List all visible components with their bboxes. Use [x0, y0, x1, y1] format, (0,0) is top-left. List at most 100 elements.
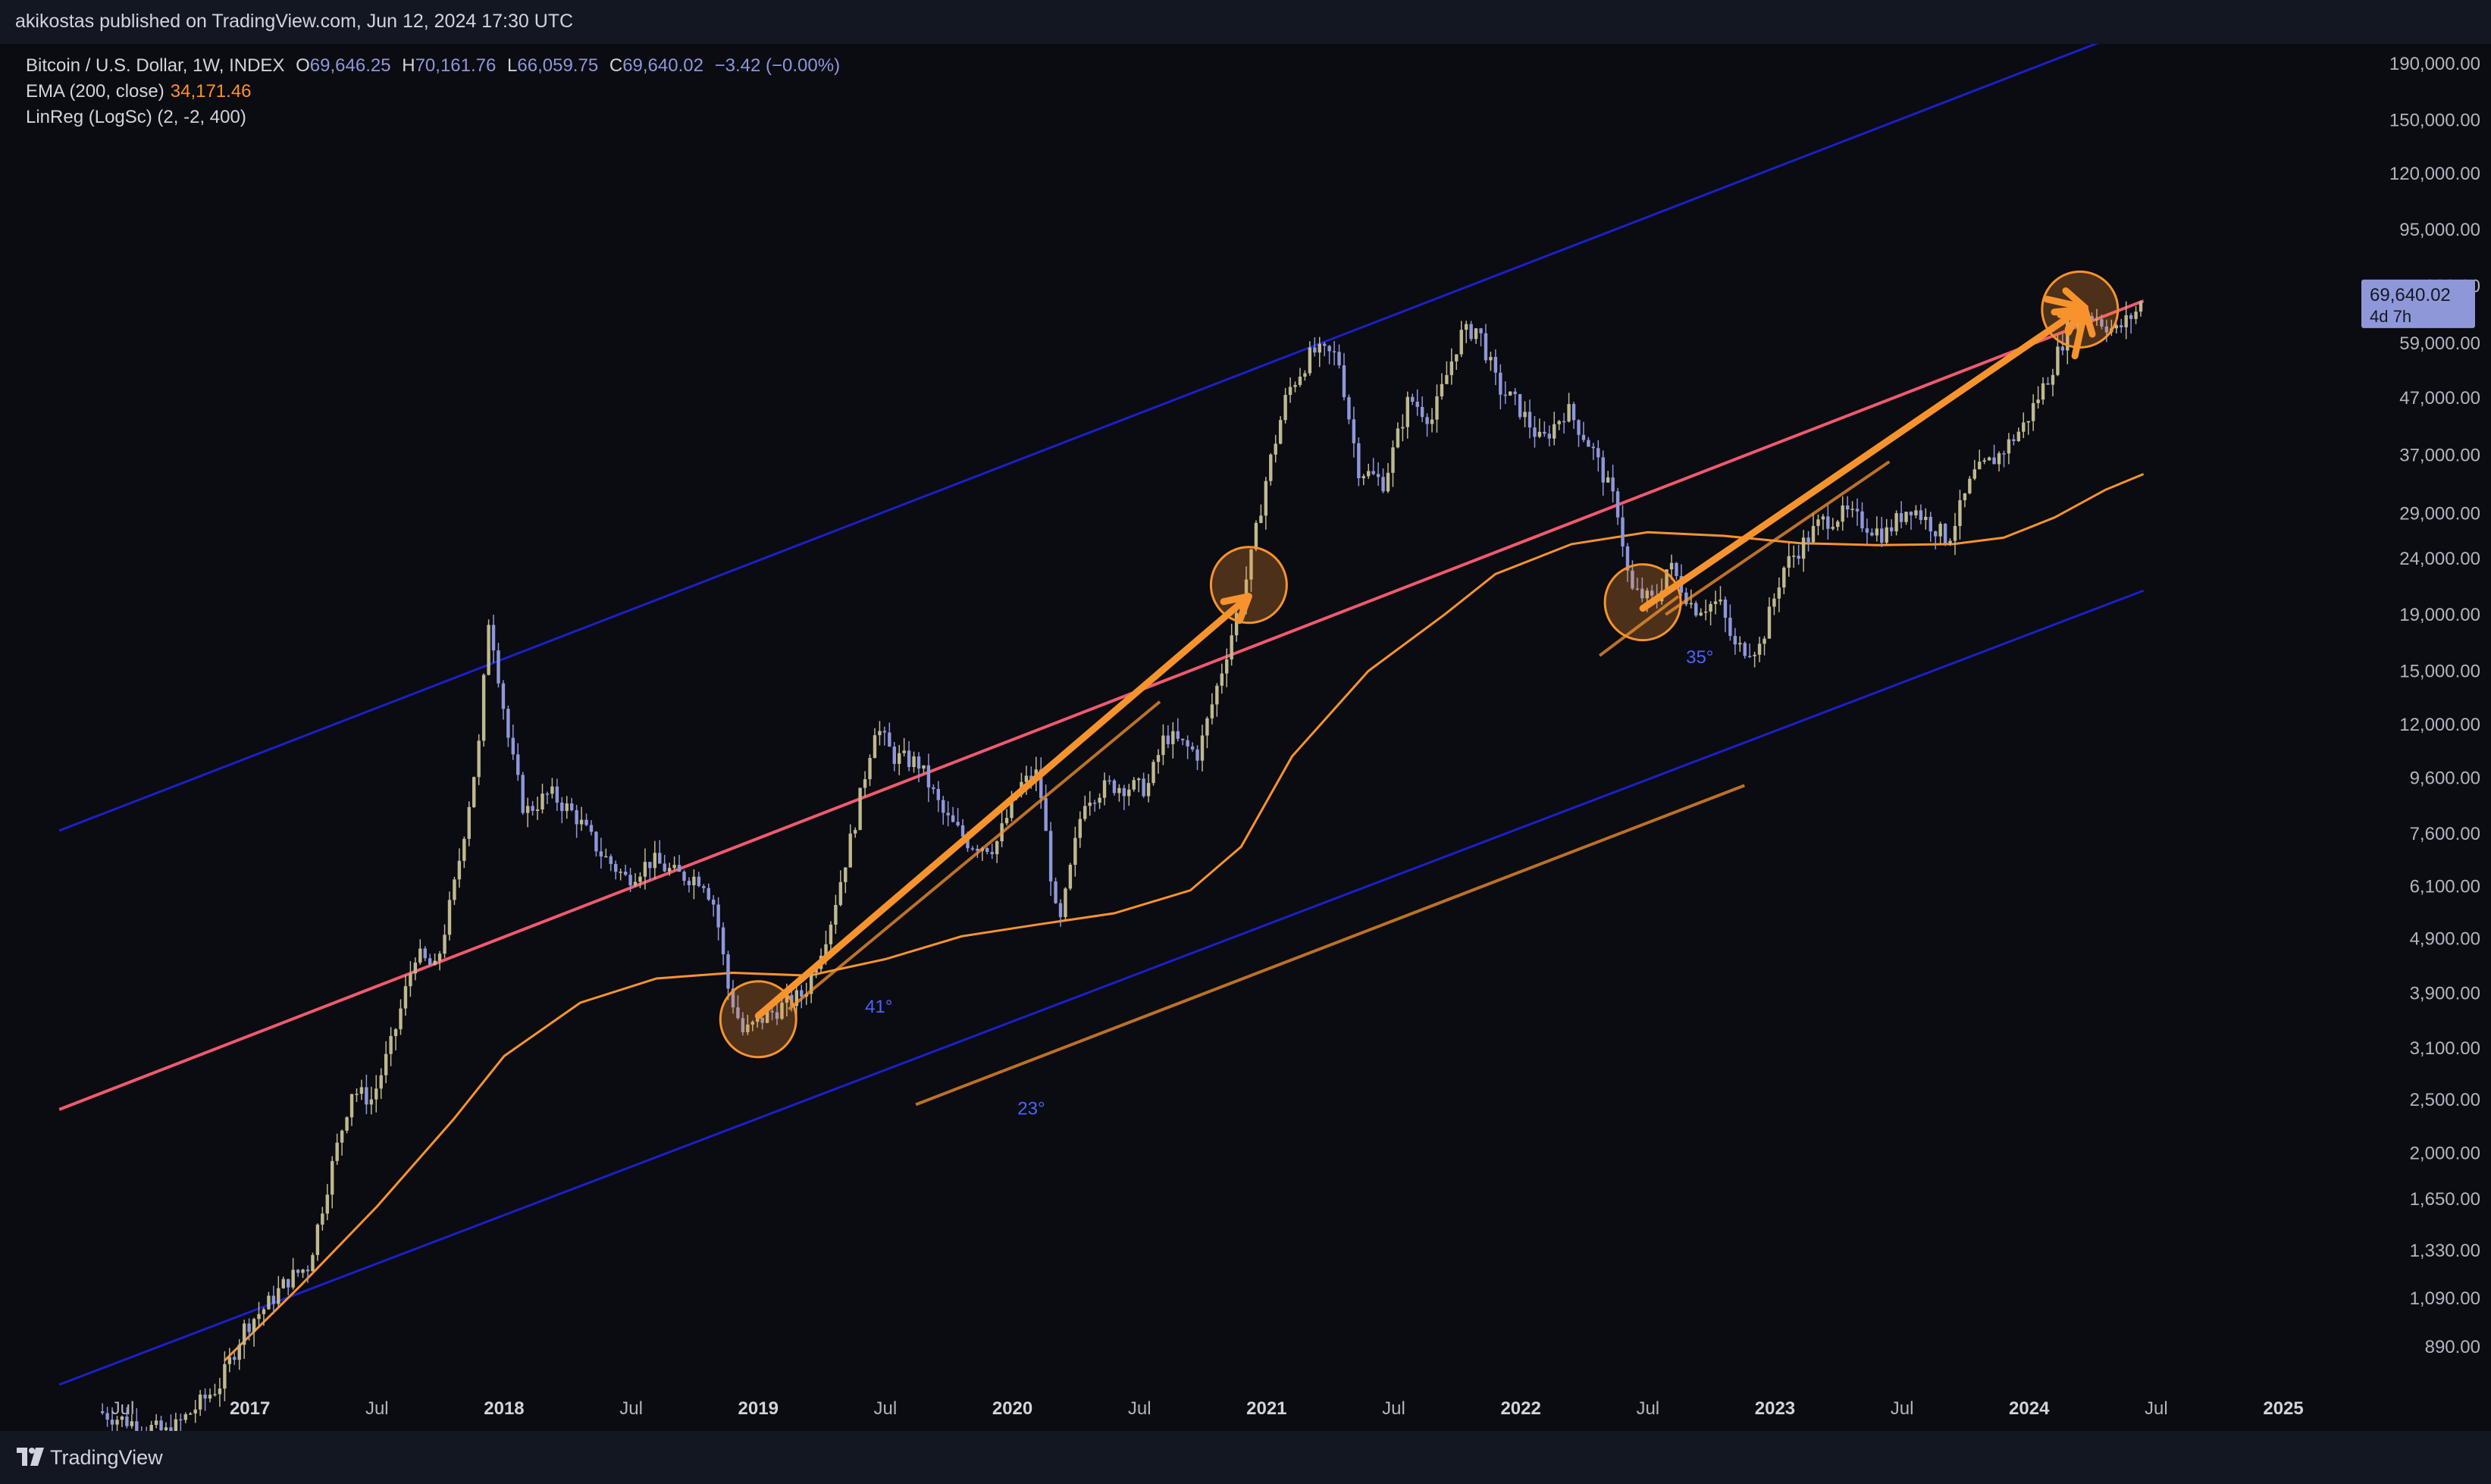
- candle-body: [1665, 569, 1668, 591]
- candle-body: [663, 863, 666, 872]
- high-key: H: [402, 55, 415, 76]
- x-axis-tick-label: Jul: [874, 1398, 898, 1419]
- candle-body: [1391, 447, 1395, 473]
- x-axis-tick-label: Jul: [1382, 1398, 1405, 1419]
- candle-body: [325, 1194, 329, 1214]
- tradingview-brand[interactable]: TradingView: [50, 1446, 163, 1469]
- candle-body: [565, 803, 569, 812]
- candle-body: [1122, 787, 1126, 797]
- open-key: O: [296, 55, 310, 76]
- candle-body: [1342, 365, 1346, 398]
- linreg-row[interactable]: LinReg (LogSc) (2, -2, 400): [26, 105, 840, 130]
- candle-body: [1509, 391, 1512, 396]
- candle-body: [579, 819, 584, 825]
- candle-body: [1361, 476, 1365, 478]
- x-axis-tick-label: 2019: [738, 1398, 779, 1419]
- candle-body: [1982, 460, 1986, 462]
- candle-body: [1200, 735, 1205, 761]
- candle-body: [844, 867, 848, 882]
- candle-body: [643, 862, 647, 877]
- candle-body: [545, 794, 550, 795]
- candle-body: [1841, 505, 1844, 522]
- y-axis-tick-label: 6,100.00: [2410, 876, 2480, 897]
- candle-body: [1102, 780, 1107, 798]
- candle-body: [1537, 431, 1542, 437]
- candle-body: [1767, 606, 1772, 639]
- candle-body: [960, 825, 965, 837]
- candle-body: [1430, 419, 1434, 424]
- x-axis-tick-label: Jul: [1636, 1398, 1659, 1419]
- y-axis-tick-label: 3,100.00: [2410, 1038, 2480, 1059]
- candle-body: [756, 1017, 760, 1022]
- y-axis-tick-label: 2,000.00: [2410, 1143, 2480, 1163]
- chart-area[interactable]: 41° 23° 35° 190,000.00 150,000.00 120,000.00…: [15, 24, 2491, 1448]
- symbol-row[interactable]: Bitcoin / U.S. Dollar, 1W, INDEX O69,646…: [26, 53, 840, 79]
- candle-body: [951, 815, 955, 822]
- candle-body: [824, 944, 828, 956]
- candle-body: [1098, 797, 1101, 803]
- candle-body: [1723, 600, 1728, 618]
- candle-body: [1889, 527, 1894, 532]
- candle-body: [1269, 454, 1273, 481]
- candle-body: [2100, 319, 2104, 327]
- candle-body: [1831, 527, 1835, 529]
- candle-body: [208, 1395, 212, 1399]
- candle-body: [584, 819, 588, 825]
- candle-body: [291, 1270, 295, 1288]
- candle-body: [707, 888, 710, 900]
- candle-body: [1303, 373, 1307, 377]
- regression-center-line: [58, 299, 2145, 1111]
- y-axis-tick-label: 37,000.00: [2399, 445, 2480, 465]
- candle-body: [916, 756, 921, 769]
- candle-body: [633, 881, 638, 886]
- price-chart[interactable]: 41° 23° 35° 190,000.00 150,000.00 120,000.00…: [15, 24, 2491, 1448]
- candle-body: [393, 1028, 398, 1036]
- candle-body: [315, 1224, 320, 1255]
- candle-body: [1274, 443, 1277, 455]
- candle-body: [100, 1410, 105, 1414]
- candle-body: [1738, 643, 1742, 645]
- candle-body: [1156, 755, 1161, 762]
- candle-body: [472, 777, 476, 807]
- regression-lower-line: [58, 589, 2145, 1386]
- tradingview-logo-icon[interactable]: [15, 1446, 45, 1467]
- candle-body: [1112, 780, 1117, 794]
- candle-body: [1455, 354, 1459, 362]
- candle-body: [868, 758, 872, 780]
- candle-body: [1493, 356, 1498, 373]
- candle-body: [800, 990, 804, 997]
- candle-body: [1225, 659, 1229, 674]
- candle-body: [2026, 421, 2030, 423]
- candle-body: [110, 1420, 114, 1425]
- x-axis-tick-label: 2024: [2009, 1398, 2050, 1419]
- highlight-circle: [1603, 563, 1682, 642]
- candle-body: [932, 787, 935, 789]
- candle-body: [1518, 394, 1522, 418]
- x-axis-tick-label: 2017: [230, 1398, 270, 1419]
- candle-body: [2012, 439, 2016, 441]
- highlight-circle: [1209, 546, 1288, 625]
- candle-body: [1088, 802, 1092, 806]
- ema-row[interactable]: EMA (200, close) 34,171.46: [26, 79, 840, 105]
- candle-body: [1777, 587, 1781, 599]
- candle-body: [619, 872, 622, 873]
- candle-body: [946, 812, 950, 816]
- x-axis-tick-label: 2022: [1500, 1398, 1540, 1419]
- candle-body: [1943, 524, 1947, 543]
- candle-body: [1415, 402, 1419, 407]
- candle-body: [365, 1087, 368, 1105]
- candle-body: [331, 1160, 334, 1195]
- candle-body: [1278, 420, 1283, 444]
- candle-body: [892, 747, 896, 764]
- candle-body: [1264, 481, 1268, 516]
- candle-body: [457, 860, 462, 880]
- candle-body: [878, 731, 882, 736]
- candle-body: [462, 838, 466, 861]
- ema-label: EMA (200, close): [26, 81, 164, 102]
- x-axis-tick-label: Jul: [619, 1398, 643, 1419]
- candle-body: [741, 1018, 745, 1032]
- y-axis-tick-label: 7,600.00: [2410, 824, 2480, 844]
- candle-body: [506, 709, 510, 738]
- candle-body: [1719, 600, 1722, 602]
- candle-body: [1425, 417, 1429, 424]
